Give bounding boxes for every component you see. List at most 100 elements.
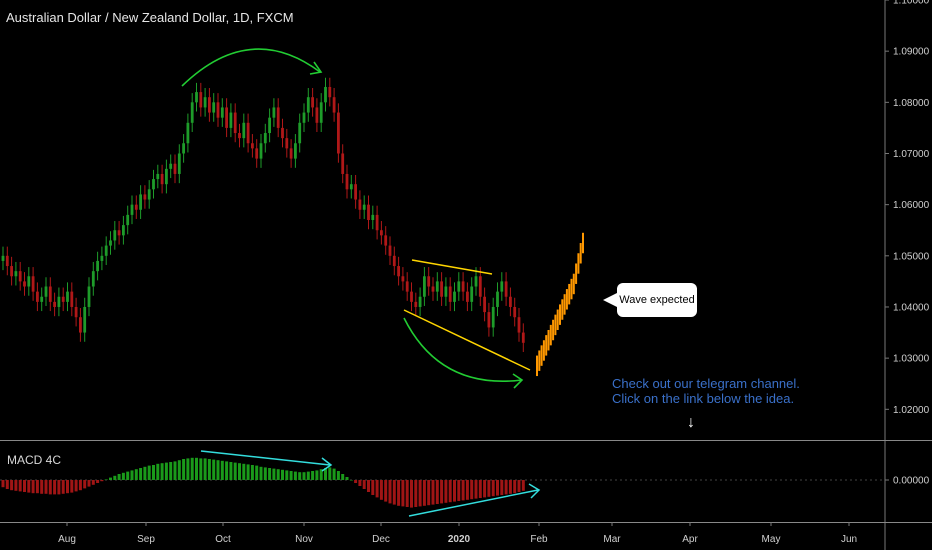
macd-bar (100, 480, 104, 482)
candle-body (242, 122, 246, 139)
candle-body (233, 112, 237, 134)
candle-body (440, 281, 443, 297)
x-tick-label: Mar (603, 534, 621, 545)
candle-body (491, 306, 495, 328)
macd-bar (362, 480, 366, 489)
macd-tick-label: 0.00000 (893, 476, 930, 487)
macd-indicator-label[interactable]: MACD 4C (7, 453, 62, 467)
macd-bar (435, 480, 439, 504)
candle-body (1, 255, 5, 261)
macd-bar (250, 465, 254, 480)
candle-body (113, 230, 117, 241)
macd-bar (182, 459, 186, 480)
macd-bar (255, 465, 259, 480)
candle-body (337, 112, 340, 154)
macd-bar (147, 465, 151, 480)
candle-body (410, 291, 413, 302)
projection-bar (554, 314, 557, 336)
candle-body (70, 291, 74, 307)
macd-bar (332, 468, 336, 480)
candle-body (134, 204, 138, 210)
macd-bar (40, 480, 44, 494)
projection-bar (561, 299, 564, 320)
candle-body (294, 143, 297, 159)
candle-body (401, 276, 405, 282)
macd-bar (130, 470, 134, 480)
candle-body (285, 138, 289, 149)
candle-body (238, 133, 241, 139)
macd-bar (457, 480, 461, 501)
candle-body (53, 301, 56, 307)
macd-bar (483, 480, 487, 498)
candle-body (341, 153, 345, 174)
candle-body (40, 296, 44, 302)
candle-body (173, 163, 177, 174)
macd-bar (152, 465, 155, 480)
macd-bar (53, 480, 57, 495)
candle-body (186, 122, 190, 144)
macd-bar (397, 480, 401, 506)
macd-bar (199, 458, 203, 480)
macd-bar (225, 461, 229, 480)
wave-expected-callout[interactable]: Wave expected (603, 283, 697, 317)
macd-bar (177, 460, 181, 480)
telegram-note: Check out our telegram channel. Click on … (612, 376, 800, 406)
macd-bar (470, 480, 474, 500)
macd-bar (91, 480, 95, 485)
candle-body (302, 112, 306, 123)
projection-bar (540, 345, 543, 366)
x-tick-label: Feb (530, 534, 548, 545)
candle-body (496, 291, 499, 307)
candle-body (444, 286, 448, 297)
macd-bar (186, 458, 190, 480)
top-arc (181, 48, 321, 87)
candle-body (298, 122, 302, 144)
candle-body (354, 184, 357, 200)
candle-body (487, 312, 491, 328)
macd-bar (405, 480, 409, 507)
candle-body (483, 296, 486, 313)
candle-body (311, 97, 314, 108)
down-arrow-icon: ↓ (687, 414, 695, 431)
macd-bar (160, 463, 164, 480)
candle-body (216, 102, 220, 118)
macd-bar (169, 462, 173, 480)
macd-bar (23, 480, 26, 492)
candle-body (182, 143, 185, 154)
macd-bar (96, 480, 100, 483)
macd-bar (259, 466, 263, 480)
macd-bar (315, 470, 319, 480)
candle-body (169, 163, 173, 169)
candle-body (66, 291, 69, 302)
candle-body (423, 276, 426, 297)
macd-bar (324, 468, 327, 480)
macd-bar (212, 459, 216, 480)
macd-bar (126, 471, 130, 480)
candle-body (509, 296, 512, 307)
macd-bar (444, 480, 448, 503)
candle-body (143, 194, 147, 200)
candle-body (384, 235, 388, 246)
macd-bar (61, 480, 65, 494)
candle-body (319, 102, 323, 123)
x-tick-label: Oct (215, 534, 231, 545)
macd-bar (478, 480, 482, 498)
macd-bar (242, 463, 246, 480)
candle-body (74, 306, 78, 318)
macd-bar (401, 480, 405, 507)
candle-body (61, 296, 65, 302)
macd-bar (14, 480, 18, 491)
candle-body (268, 117, 271, 134)
y-tick-label: 1.03000 (893, 354, 930, 365)
projection-bar (542, 340, 545, 361)
candle-body (358, 199, 362, 210)
candle-body (130, 204, 134, 215)
candle-body (203, 97, 207, 108)
candle-body (431, 286, 435, 292)
macd-bar (276, 469, 280, 480)
candle-body (109, 240, 112, 246)
bottom-arc (403, 317, 523, 382)
candle-body (100, 255, 104, 261)
candle-body (461, 281, 465, 292)
